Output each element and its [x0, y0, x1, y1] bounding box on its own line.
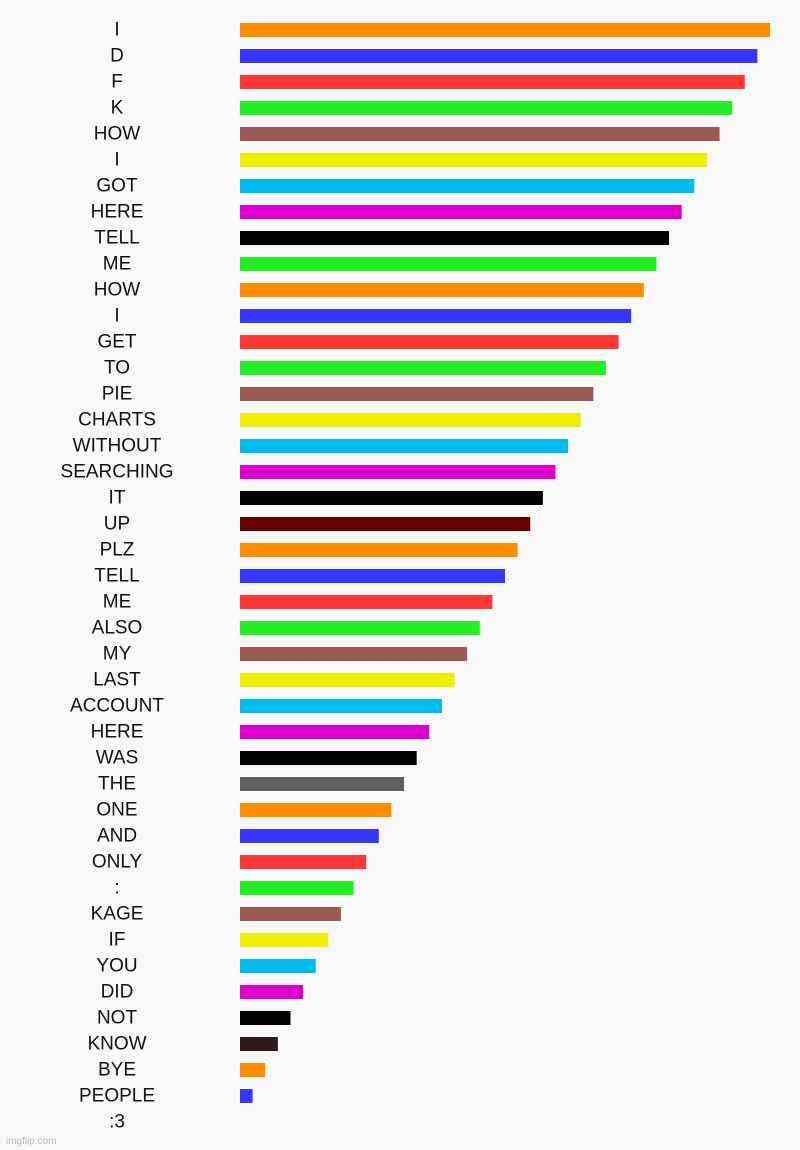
bar-13	[240, 361, 606, 375]
category-label: KAGE	[91, 904, 144, 925]
category-label: THE	[98, 774, 136, 795]
category-label: ALSO	[92, 618, 143, 639]
bar-1	[240, 49, 758, 63]
category-label: GOT	[96, 176, 138, 197]
category-label: WAS	[96, 748, 139, 769]
bar-15	[240, 413, 581, 427]
category-label: HOW	[94, 124, 141, 145]
category-label: TELL	[94, 566, 139, 587]
bar-9	[240, 257, 657, 271]
category-label: IT	[109, 488, 126, 509]
category-label: ONLY	[92, 852, 143, 873]
bar-6	[240, 179, 695, 193]
bar-0	[240, 23, 770, 37]
bar-24	[240, 647, 468, 661]
category-label: PEOPLE	[79, 1086, 155, 1107]
bar-30	[240, 803, 392, 817]
category-label: YOU	[96, 956, 137, 977]
bar-5	[240, 153, 707, 167]
bar-25	[240, 673, 455, 687]
bar-39	[240, 1037, 278, 1051]
watermark: imgflip.com	[6, 1136, 57, 1147]
bar-36	[240, 959, 316, 973]
bar-27	[240, 725, 430, 739]
bar-41	[240, 1089, 253, 1103]
bar-2	[240, 75, 745, 89]
category-label: ME	[103, 254, 132, 275]
category-label: UP	[104, 514, 130, 535]
bar-3	[240, 101, 733, 115]
bar-26	[240, 699, 442, 713]
category-label: HOW	[94, 280, 141, 301]
bar-10	[240, 283, 644, 297]
bar-14	[240, 387, 594, 401]
category-label: PLZ	[100, 540, 135, 561]
category-label: MY	[103, 644, 132, 665]
bar-37	[240, 985, 304, 999]
category-label: TELL	[94, 228, 139, 249]
bar-33	[240, 881, 354, 895]
category-label: BYE	[98, 1060, 136, 1081]
category-label: HERE	[91, 202, 144, 223]
bar-31	[240, 829, 379, 843]
category-label: K	[111, 98, 124, 119]
bar-20	[240, 543, 518, 557]
category-label: WITHOUT	[73, 436, 162, 457]
category-label: SEARCHING	[61, 462, 174, 483]
category-label: I	[114, 306, 119, 327]
bar-34	[240, 907, 341, 921]
bar-16	[240, 439, 569, 453]
category-label: ACCOUNT	[70, 696, 164, 717]
bar-7	[240, 205, 682, 219]
category-label: F	[111, 72, 123, 93]
category-label: IF	[109, 930, 126, 951]
category-label: PIE	[102, 384, 133, 405]
category-label: DID	[101, 982, 134, 1003]
category-label: ONE	[96, 800, 137, 821]
bar-19	[240, 517, 531, 531]
bar-11	[240, 309, 632, 323]
category-label: TO	[104, 358, 130, 379]
category-label: KNOW	[87, 1034, 146, 1055]
bar-8	[240, 231, 670, 245]
bar-4	[240, 127, 720, 141]
category-label: :	[114, 878, 119, 899]
bar-40	[240, 1063, 266, 1077]
category-label: CHARTS	[78, 410, 156, 431]
bar-29	[240, 777, 405, 791]
category-label: :3	[109, 1112, 125, 1131]
bar-23	[240, 621, 480, 635]
bar-32	[240, 855, 367, 869]
bar-38	[240, 1011, 291, 1025]
bar-12	[240, 335, 619, 349]
bar-35	[240, 933, 329, 947]
category-label: I	[114, 20, 119, 41]
bar-28	[240, 751, 417, 765]
category-label: NOT	[97, 1008, 138, 1029]
bar-22	[240, 595, 493, 609]
category-label: AND	[97, 826, 137, 847]
category-label: D	[110, 46, 124, 67]
category-label: HERE	[91, 722, 144, 743]
bar-18	[240, 491, 543, 505]
bar-17	[240, 465, 556, 479]
category-label: LAST	[93, 670, 141, 691]
bar-21	[240, 569, 505, 583]
category-label: ME	[103, 592, 132, 613]
category-label: I	[114, 150, 119, 171]
category-label: GET	[97, 332, 136, 353]
